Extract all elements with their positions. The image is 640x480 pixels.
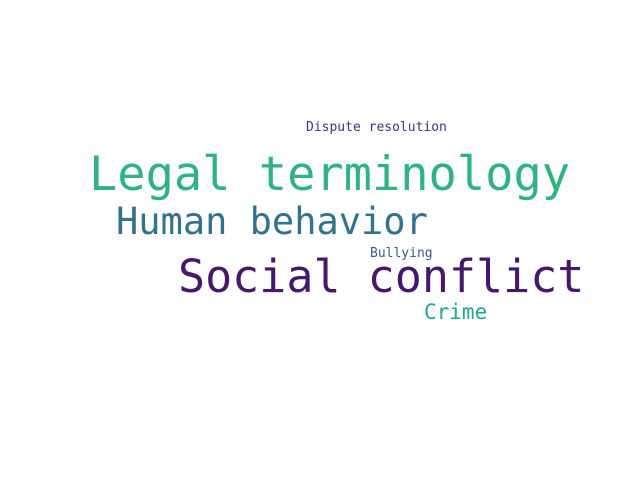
word-dispute-resolution: Dispute resolution: [306, 120, 447, 135]
word-human-behavior: Human behavior: [116, 200, 428, 243]
word-crime: Crime: [424, 300, 488, 324]
word-bullying: Bullying: [370, 246, 433, 261]
word-legal-terminology: Legal terminology: [89, 147, 571, 202]
word-social-conflict: Social conflict: [178, 250, 585, 303]
